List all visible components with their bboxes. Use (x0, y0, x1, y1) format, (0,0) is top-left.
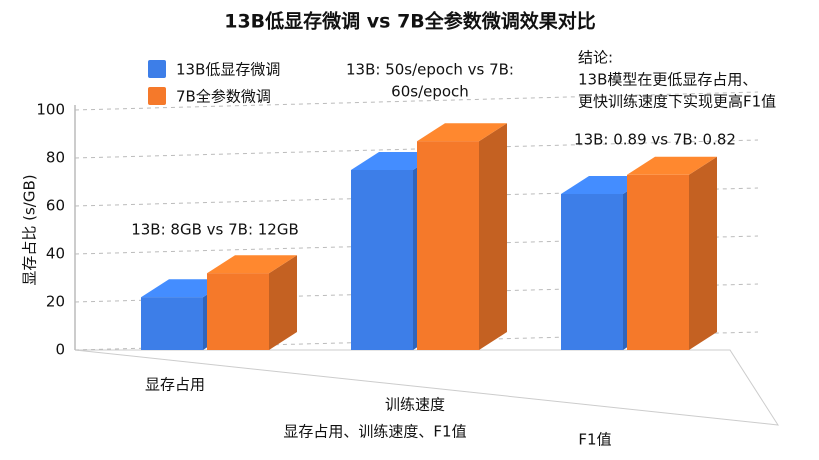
y-axis-label: 显存占比 (s/GB) (21, 174, 39, 285)
bar-top (417, 123, 507, 142)
chart-title: 13B低显存微调 vs 7B全参数微调效果对比 (224, 10, 596, 33)
x-tick-label: F1值 (578, 431, 611, 449)
legend-label: 13B低显存微调 (176, 61, 280, 79)
legend-label: 7B全参数微调 (176, 88, 271, 106)
grid-line (74, 91, 759, 111)
annotation: 13B: 0.89 vs 7B: 0.82 (574, 131, 736, 149)
bar-top (627, 156, 717, 175)
annotation: 13B: 8GB vs 7B: 12GB (131, 221, 299, 239)
x-tick-label: 训练速度 (385, 396, 445, 414)
y-tick-label: 20 (46, 293, 65, 311)
annotation: 13B: 50s/epoch vs 7B: (346, 61, 514, 79)
annotation: 60s/epoch (391, 83, 469, 101)
y-tick-label: 60 (46, 197, 65, 215)
legend-swatch (148, 60, 166, 78)
bar (141, 297, 203, 350)
bar-top (207, 255, 297, 274)
x-tick-label: 显存占用 (145, 376, 205, 394)
y-tick-label: 40 (46, 245, 65, 263)
annotation: 更快训练速度下实现更高F1值 (578, 93, 776, 111)
y-tick-label: 0 (55, 341, 65, 359)
y-tick-label: 100 (36, 101, 65, 119)
bar (627, 174, 689, 350)
x-axis-label: 显存占用、训练速度、F1值 (283, 423, 466, 441)
grid-line (74, 139, 759, 159)
legend-swatch (148, 87, 166, 105)
y-tick-label: 80 (46, 149, 65, 167)
bar (351, 170, 413, 350)
bar (207, 273, 269, 350)
bar-side (269, 255, 297, 350)
annotation: 13B模型在更低显存占用、 (578, 71, 757, 89)
annotation: 结论: (578, 49, 613, 67)
bar-side (479, 123, 507, 350)
bar-side (689, 156, 717, 350)
bar (561, 194, 623, 350)
bar (417, 141, 479, 350)
